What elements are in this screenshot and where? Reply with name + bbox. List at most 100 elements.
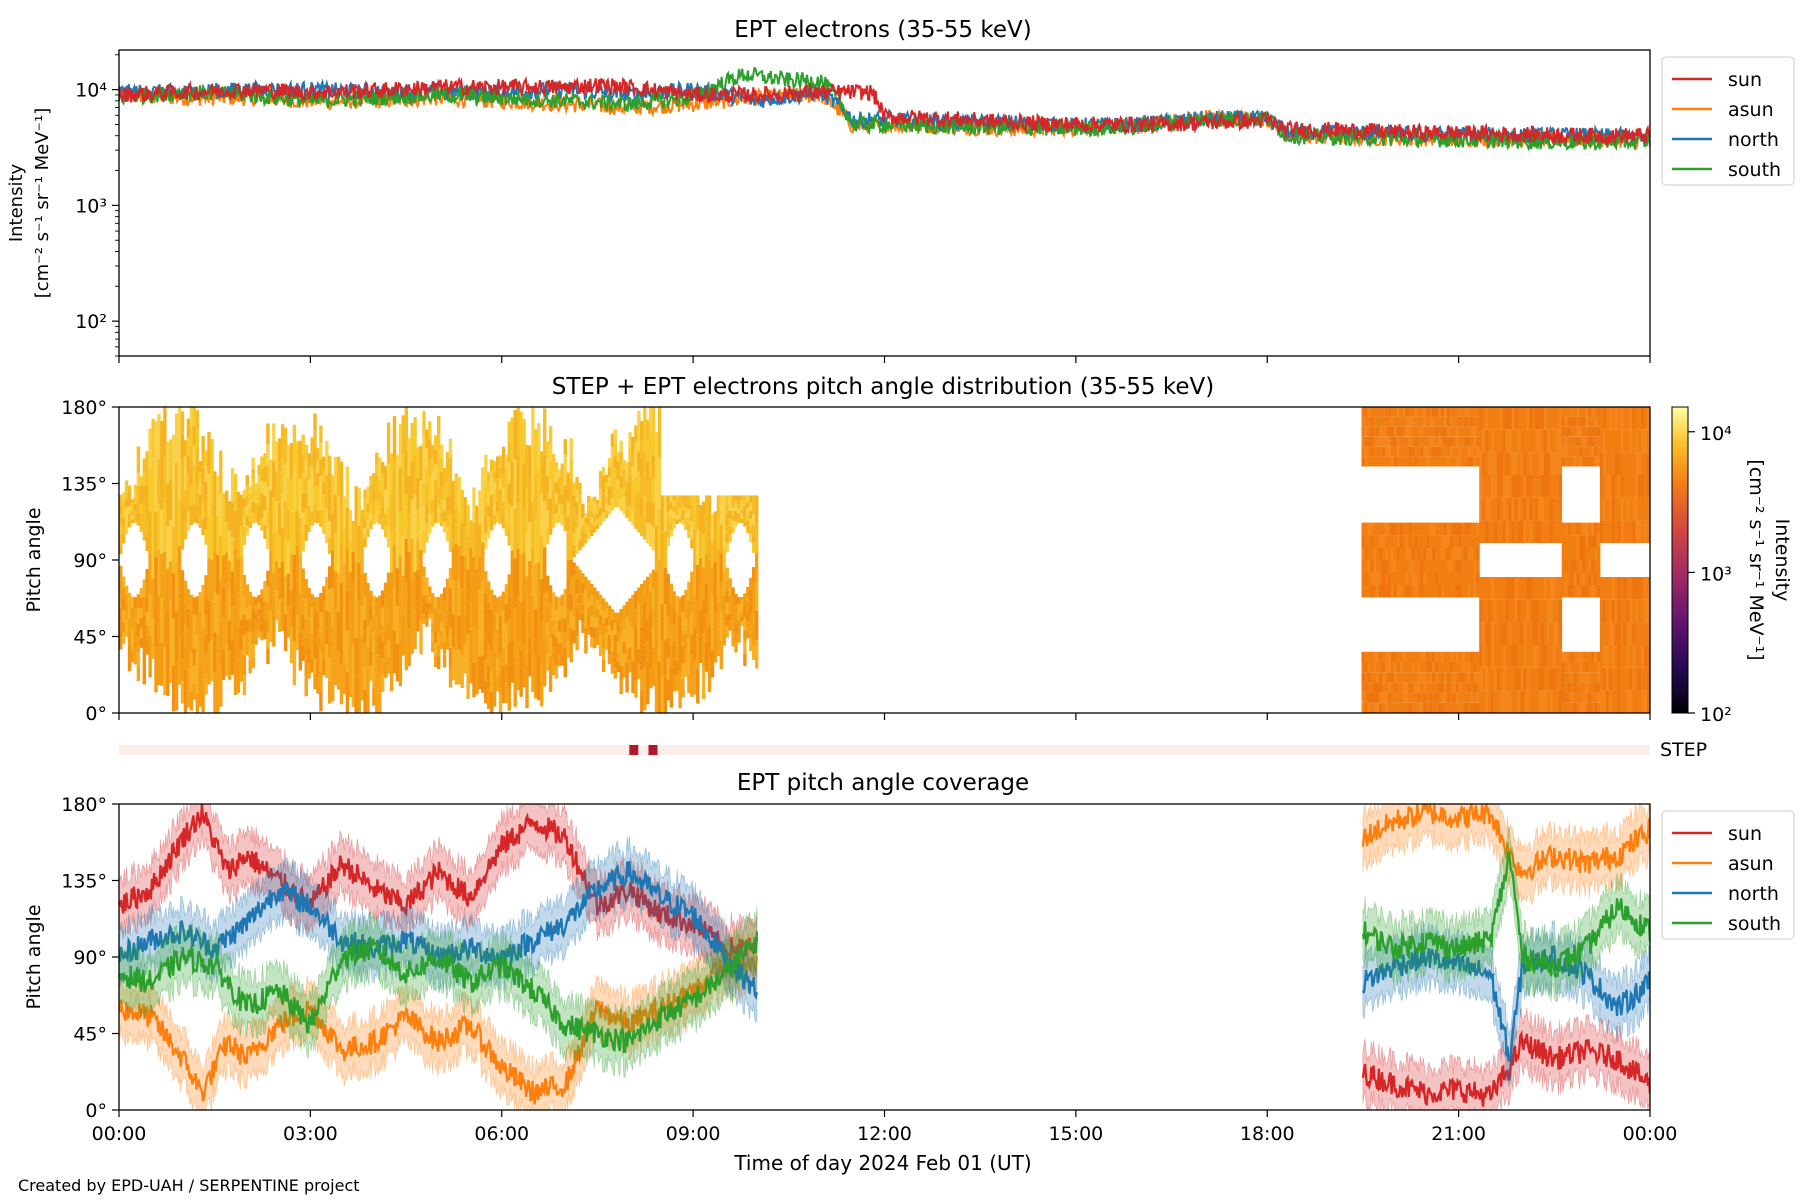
pad-cell [725,495,729,505]
pad-cell [454,614,458,650]
pad-cell [1449,456,1454,467]
pad-cell [1435,702,1439,713]
pad-cell [1491,475,1495,498]
pad-cell [675,659,679,676]
pad-cell [1488,599,1492,623]
pad-cell [1479,475,1483,498]
pad-cell [1626,645,1630,668]
pad-cell [528,599,532,638]
pad-cell [204,615,208,635]
pad-cell [1361,407,1365,417]
pad-cell [1588,547,1592,560]
pad-cell [637,648,641,665]
pad-cell [133,597,138,609]
pad-cell [180,411,185,435]
pad-cell [307,633,311,649]
pad-cell [425,523,429,543]
pad-cell [663,531,668,568]
pad-cell [604,641,609,650]
pad-cell [242,594,247,615]
pad-cell [1626,407,1630,430]
pad-cell [1429,426,1433,437]
pad-cell [504,522,509,536]
pad-cell [142,596,146,615]
pad-cell [1496,497,1501,521]
pad-cell [690,613,694,635]
pad-cell [672,641,676,659]
pad-cell [1623,407,1627,430]
pad-cell [222,523,226,556]
pad-cell [740,518,744,524]
pad-cell [201,485,205,503]
pad-cell [1588,692,1592,703]
pad-cell [1549,690,1554,713]
pad-cell [210,600,214,641]
pad-cell [1505,497,1510,521]
pad-cell [1396,446,1401,457]
pad-cell [1464,702,1468,713]
pad-cell [121,576,126,588]
pad-cell [360,509,364,542]
pad-cell [1611,452,1616,475]
pad-cell [507,524,511,546]
pad-cell [492,492,497,504]
pad-cell [1538,452,1542,475]
pad-cell [263,581,267,591]
pad-cell [1370,584,1374,598]
pad-cell [245,505,249,516]
pad-cell [1438,672,1442,683]
pad-cell [119,607,123,622]
pad-cell [289,553,294,590]
pad-cell [345,466,350,508]
pad-cell [1452,535,1457,548]
pad-cell [1529,475,1533,498]
pad-cell [1411,522,1415,536]
pad-cell [1364,662,1368,673]
pad-cell [743,505,747,511]
pad-cell [1441,416,1445,427]
pad-cell [646,598,650,620]
pad-cell [643,451,647,474]
pad-cell [216,673,220,713]
pad-cell [1411,672,1415,683]
pad-cell [637,664,641,680]
pad-cell [719,553,723,583]
colorbar [1671,406,1689,714]
pad-cell [1502,690,1507,713]
pad-cell [1396,416,1401,427]
pad-cell [1591,456,1595,467]
pad-cell [693,561,697,595]
pad-cell [646,619,650,641]
pad-cell [378,479,382,491]
pad-cell [1399,584,1404,598]
pad-cell [1482,452,1486,475]
pad-cell [1570,672,1574,683]
pad-cell [251,457,255,469]
pad-cell [195,485,199,505]
pad-cell [136,623,141,638]
pad-cell [510,594,514,639]
pad-cell [572,545,576,558]
pad-cell [186,628,191,649]
pad-cell [1564,572,1568,585]
pad-cell [313,643,317,659]
pad-cell [1382,456,1386,467]
pad-cell [610,433,615,447]
pad-cell [1455,662,1460,673]
pad-cell [242,526,247,536]
pad-cell [578,611,582,621]
pad-cell [1370,547,1374,560]
pad-cell [322,469,326,483]
pad-cell [319,459,323,477]
pad-cell [310,594,314,608]
pad-cell [1417,426,1421,437]
pad-cell [136,608,141,624]
pad-cell [545,458,550,476]
pad-cell [551,633,556,648]
pad-cell [172,480,176,527]
pad-cell [1373,407,1377,417]
x-axis-label: Time of day 2024 Feb 01 (UT) [733,1151,1031,1175]
pad-cell [1376,560,1380,573]
pad-cell [702,534,706,568]
pad-cell [1464,682,1468,693]
